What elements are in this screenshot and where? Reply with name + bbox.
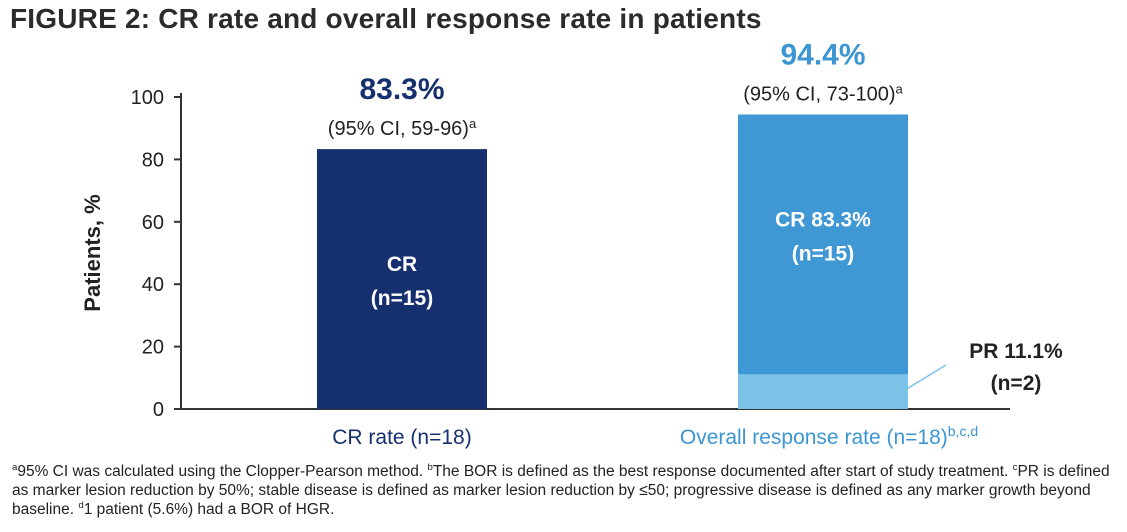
footnote-mark: b: [427, 461, 433, 473]
pr-leader-line: [905, 364, 947, 391]
ci-footnote-mark: a: [896, 81, 904, 96]
bar-segment-cr: [738, 114, 908, 375]
bar-ci-label: (95% CI, 59-96)a: [328, 116, 477, 141]
footnote-item: 1 patient (5.6%) had a BOR of HGR.: [83, 501, 335, 518]
segment-label-line2: (n=15): [371, 287, 433, 310]
category-footnote-mark: b,c,d: [948, 423, 978, 439]
bar-chart: 0 20 40 60 80 100 Patients, % 83.3% (95% CI, 59-…: [80, 38, 1063, 449]
x-category-label: CR rate (n=18): [332, 426, 471, 449]
footnote-mark: a: [12, 461, 18, 473]
footnote-item: The BOR is defined as the best response …: [432, 463, 1013, 480]
segment-label-line1: CR 83.3%: [775, 208, 871, 231]
bar-segment-pr: [738, 374, 908, 409]
pr-label-line2: (n=2): [991, 372, 1042, 395]
bar-total-label: 83.3%: [359, 73, 444, 106]
bar-ci-label: (95% CI, 73-100)a: [743, 81, 903, 106]
ci-footnote-mark: a: [469, 116, 477, 131]
footnote-item: PR is defined as marker lesion reduction…: [12, 463, 1110, 518]
footnote-mark: d: [78, 499, 84, 511]
y-tick-label: 100: [131, 87, 164, 109]
figure-title: FIGURE 2: CR rate and overall response r…: [10, 3, 762, 34]
footnote-text: a95% CI was calculated using the Clopper…: [12, 462, 1117, 519]
y-axis-label: Patients, %: [80, 194, 105, 311]
y-tick-label: 0: [153, 399, 164, 421]
y-tick-label: 20: [142, 337, 164, 359]
y-tick-label: 60: [142, 212, 164, 234]
bar-total-label: 94.4%: [780, 38, 865, 71]
footnotes: a95% CI was calculated using the Clopper…: [12, 462, 1117, 519]
y-tick-label: 40: [142, 274, 164, 296]
y-tick-label: 80: [142, 149, 164, 171]
footnote-item: 95% CI was calculated using the Clopper-…: [17, 463, 428, 480]
segment-label-line1: CR: [387, 253, 417, 276]
footnote-mark: c: [1012, 461, 1018, 473]
segment-label-line2: (n=15): [792, 242, 854, 265]
pr-label-line1: PR 11.1%: [969, 340, 1063, 363]
x-category-label: Overall response rate (n=18)b,c,d: [680, 423, 978, 449]
bar-segment-cr: [317, 149, 487, 409]
